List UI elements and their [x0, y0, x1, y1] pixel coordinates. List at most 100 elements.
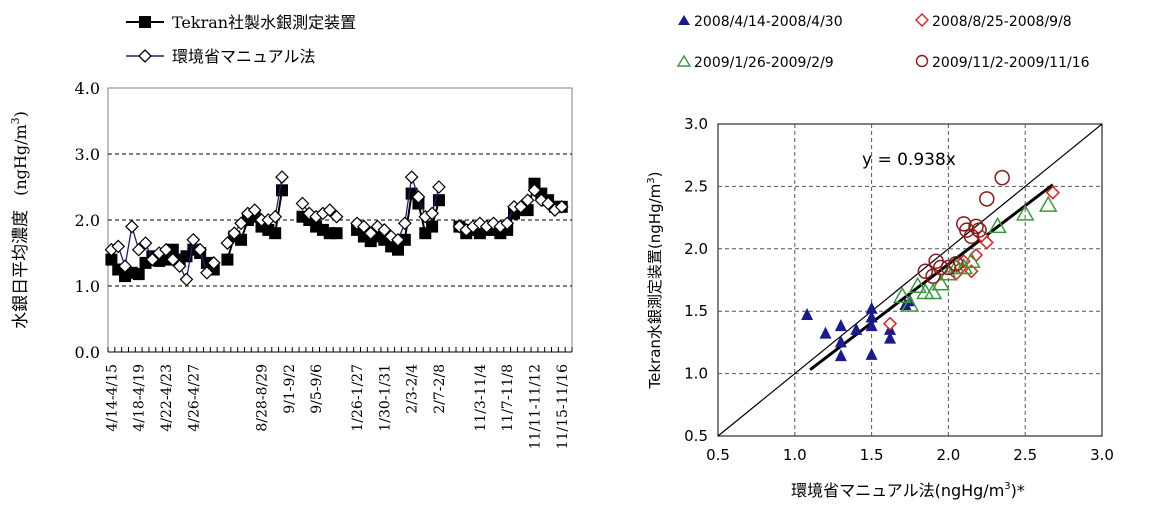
scatter-ylabel-sup: 3	[646, 177, 657, 183]
manual-point	[179, 272, 194, 287]
scatter-chart: 0.5 1.0 1.5 2.0 2.5 3.0 0.5 1.0 1.5 2.0 2.5 3.0 y =…	[646, 13, 1114, 500]
scatter-point	[923, 282, 943, 300]
timeseries-x-tick-label: 4/18-4/19	[132, 364, 148, 432]
manual-point	[186, 232, 201, 247]
tekran-point	[153, 254, 166, 267]
scatter-ticks: 0.5 1.0 1.5 2.0 2.5 3.0 0.5 1.0 1.5 2.0 2.5 3.0	[684, 115, 1114, 464]
scatter-y-tick-label: 1.0	[684, 365, 708, 383]
scatter-point	[1038, 195, 1058, 212]
scatter-points	[801, 169, 1060, 362]
timeseries-chart: 0.0 1.0 2.0 3.0 4.0 4/14-4/15 4/18-4/19 4/22-4…	[9, 13, 573, 449]
tekran-point	[132, 268, 145, 281]
scatter-point	[917, 263, 934, 280]
scatter-x-tick-label: 3.0	[1090, 446, 1114, 464]
manual-point	[363, 226, 378, 241]
timeseries-y-axis-label: 水銀日平均濃度 (ngHg/m3)	[9, 111, 31, 329]
scatter-xlabel-sup: 3	[1004, 481, 1010, 492]
manual-point	[138, 236, 153, 250]
scatter-point	[865, 301, 878, 314]
scatter-y-tick-label: 1.5	[684, 302, 708, 320]
manual-point	[513, 199, 528, 214]
timeseries-y-tick-label: 0.0	[75, 343, 100, 362]
manual-point	[329, 209, 344, 224]
timeseries-ylabel-unit-sup: 3	[9, 117, 22, 124]
manual-point	[193, 242, 207, 257]
manual-point	[500, 216, 515, 231]
manual-point	[234, 216, 248, 231]
manual-point	[391, 232, 405, 247]
manual-point	[111, 239, 126, 254]
manual-point	[165, 252, 180, 267]
timeseries-x-tick-label: 4/22-4/23	[159, 364, 175, 432]
tekran-point	[392, 243, 404, 256]
timeseries-x-tick-label: 9/1-9/2	[282, 364, 298, 414]
scatter-y-axis-label: Tekran水銀測定装置(ngHg/m3)	[646, 172, 664, 390]
legend-entry-tekran: Tekran社製水銀測定装置	[126, 13, 356, 32]
legend-label-2009-january: 2009/1/26-2009/2/9	[694, 55, 834, 71]
scatter-point	[908, 276, 927, 293]
scatter-series-3	[917, 169, 1010, 285]
scatter-point	[850, 322, 863, 335]
scatter-point	[925, 268, 941, 285]
manual-point	[172, 259, 187, 274]
scatter-legend: 2008/4/14-2008/4/30 2008/8/25-2008/9/8 2…	[676, 13, 1090, 71]
timeseries-ylabel-text: 水銀日平均濃度	[11, 210, 31, 329]
scatter-point	[968, 218, 984, 235]
legend-entry-2009-november: 2009/11/2-2009/11/16	[915, 54, 1090, 71]
timeseries-x-tick-label: 1/30-1/31	[377, 364, 393, 432]
series-manual	[104, 170, 569, 287]
legend-entry-2008-april: 2008/4/14-2008/4/30	[678, 14, 843, 30]
tekran-point	[426, 220, 439, 233]
scatter-ylabel-text: Tekran水銀測定装置(ngHg/m	[646, 184, 664, 390]
timeseries-legend: Tekran社製水銀測定装置 環境省マニュアル法	[126, 13, 356, 66]
manual-point	[125, 219, 139, 234]
scatter-y-tick-label: 0.5	[684, 427, 708, 445]
scatter-point	[834, 349, 847, 362]
scatter-point	[882, 316, 898, 331]
tekran-point	[269, 227, 282, 240]
manual-point	[520, 193, 535, 208]
timeseries-y-ticks: 0.0 1.0 2.0 3.0 4.0	[75, 79, 100, 362]
scatter-y-tick-label: 2.5	[684, 177, 708, 195]
timeseries-series	[104, 170, 569, 287]
scatter-point	[948, 256, 964, 272]
manual-point	[159, 242, 173, 257]
scatter-y-tick-label: 3.0	[684, 115, 708, 133]
manual-point	[432, 180, 446, 194]
scatter-point	[834, 319, 847, 332]
scatter-point	[834, 335, 847, 348]
scatter-x-tick-label: 0.5	[706, 446, 730, 464]
timeseries-x-tick-label: 11/7-11/8	[500, 364, 516, 432]
manual-point	[118, 259, 132, 274]
manual-point	[397, 216, 412, 231]
timeseries-x-tick-label: 8/28-8/29	[255, 364, 271, 432]
timeseries-ylabel-unit-close: )	[11, 111, 30, 117]
tekran-point	[276, 184, 288, 197]
scatter-y-tick-label: 2.0	[684, 240, 708, 258]
timeseries-x-tick-label: 11/3-11/4	[473, 364, 489, 432]
scatter-point	[884, 331, 897, 344]
timeseries-x-tick-label: 11/11-11/12	[527, 364, 543, 449]
scatter-point	[979, 191, 995, 207]
identity-line	[717, 123, 1103, 437]
timeseries-x-tick-label: 1/26-1/27	[350, 364, 366, 432]
scatter-reference-lines	[717, 123, 1103, 437]
scatter-point	[994, 169, 1010, 186]
timeseries-ylabel-unit: (ngHg/m	[11, 124, 30, 196]
manual-point	[411, 190, 426, 204]
manual-point	[275, 170, 289, 184]
timeseries-x-tick-label: 4/26-4/27	[186, 364, 202, 432]
timeseries-y-tick-label: 4.0	[75, 79, 100, 98]
manual-point	[404, 170, 419, 184]
timeseries-x-tick-label: 2/3-2/4	[405, 364, 421, 414]
manual-point	[206, 256, 221, 270]
manual-point	[541, 196, 555, 211]
legend-entry-manual: 環境省マニュアル法	[126, 47, 316, 66]
scatter-point	[801, 307, 814, 320]
scatter-x-tick-label: 1.5	[860, 446, 884, 464]
legend-label-2008-august: 2008/8/25-2008/9/8	[932, 14, 1072, 30]
scatter-point	[865, 319, 878, 332]
tekran-point	[221, 253, 234, 266]
timeseries-x-tick-label: 9/5-9/6	[309, 364, 325, 414]
svg-text:水銀日平均濃度(ngHg/m3): 水銀日平均濃度 (ngHg/m3)	[9, 111, 31, 329]
